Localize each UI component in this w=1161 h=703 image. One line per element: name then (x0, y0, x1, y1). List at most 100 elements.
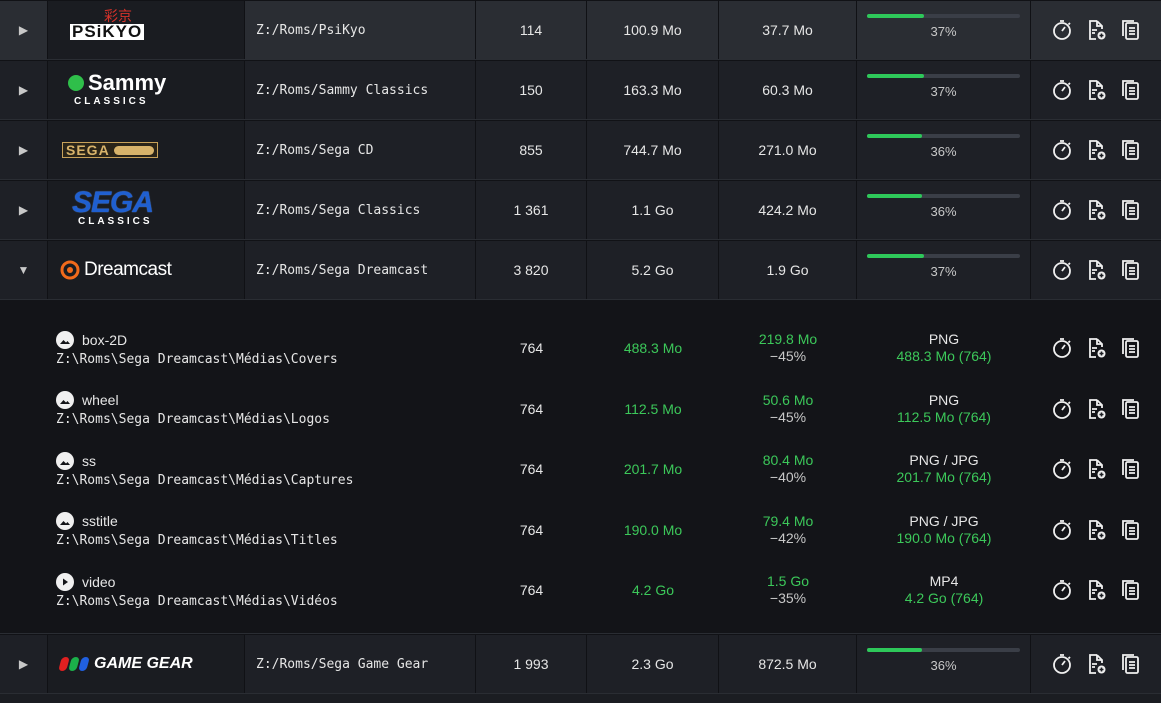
system-row-sega-classics[interactable]: ▶ SEGA CLASSICS Z:/Roms/Sega Classics 1 … (0, 180, 1161, 240)
progress-cell: 37% (857, 241, 1031, 299)
media-row[interactable]: wheel Z:\Roms\Sega Dreamcast\Médias\Logo… (0, 379, 1161, 440)
media-actions (1031, 518, 1161, 542)
compressed-size: 872.5 Mo (719, 635, 857, 693)
progress-label: 36% (930, 203, 957, 219)
expand-toggle[interactable]: ▶ (0, 635, 48, 693)
dreamcast-media-panel: box-2D Z:\Roms\Sega Dreamcast\Médias\Cov… (0, 300, 1161, 634)
file-add-icon[interactable] (1084, 397, 1108, 421)
total-size: 100.9 Mo (587, 1, 719, 59)
progress-bar (867, 133, 1020, 138)
rom-count: 114 (476, 1, 587, 59)
system-row-sega-cd[interactable]: ▶ SEGA Z:/Roms/Sega CD 855 744.7 Mo 271.… (0, 120, 1161, 180)
copy-icon[interactable] (1118, 397, 1142, 421)
media-format: PNG 488.3 Mo (764) (896, 331, 992, 365)
progress-label: 36% (930, 143, 957, 159)
row-actions (1031, 121, 1161, 179)
expand-toggle[interactable]: ▶ (0, 181, 48, 239)
media-compressed: 219.8 Mo −45% (758, 331, 818, 365)
expand-toggle[interactable]: ▼ (0, 241, 48, 299)
system-logo-cell: SEGA (48, 121, 245, 179)
system-row-dreamcast[interactable]: ▼ Dreamcast Z:/Roms/Sega Dreamcast 3 820… (0, 240, 1161, 300)
progress-label: 37% (930, 263, 957, 279)
timer-icon[interactable] (1050, 336, 1074, 360)
media-size: 201.7 Mo (623, 461, 683, 478)
copy-icon[interactable] (1118, 78, 1142, 102)
media-label: sstitle (82, 513, 118, 530)
media-name-cell: video Z:\Roms\Sega Dreamcast\Médias\Vidé… (0, 572, 476, 609)
media-format: PNG / JPG 201.7 Mo (764) (896, 452, 992, 486)
media-count: 764 (519, 582, 544, 599)
media-size: 488.3 Mo (623, 340, 683, 357)
media-row[interactable]: ss Z:\Roms\Sega Dreamcast\Médias\Capture… (0, 439, 1161, 500)
timer-icon[interactable] (1050, 397, 1074, 421)
timer-icon[interactable] (1050, 18, 1074, 42)
dreamcast-logo: Dreamcast (58, 250, 172, 290)
timer-icon[interactable] (1050, 78, 1074, 102)
media-label: video (82, 573, 116, 590)
copy-icon[interactable] (1118, 578, 1142, 602)
compressed-size: 271.0 Mo (719, 121, 857, 179)
file-add-icon[interactable] (1084, 78, 1108, 102)
image-icon (56, 330, 74, 349)
file-add-icon[interactable] (1084, 138, 1108, 162)
row-actions (1031, 61, 1161, 119)
compressed-size: 60.3 Mo (719, 61, 857, 119)
system-row-sammy[interactable]: ▶ Sammy CLASSICS Z:/Roms/Sammy Classics … (0, 60, 1161, 120)
media-path: Z:\Roms\Sega Dreamcast\Médias\Vidéos (56, 593, 338, 609)
timer-icon[interactable] (1050, 578, 1074, 602)
progress-bar (867, 647, 1020, 652)
row-actions (1031, 241, 1161, 299)
media-row[interactable]: sstitle Z:\Roms\Sega Dreamcast\Médias\Ti… (0, 500, 1161, 561)
copy-icon[interactable] (1118, 18, 1142, 42)
copy-icon[interactable] (1118, 258, 1142, 282)
timer-icon[interactable] (1050, 258, 1074, 282)
expand-toggle[interactable]: ▶ (0, 61, 48, 119)
file-add-icon[interactable] (1084, 198, 1108, 222)
copy-icon[interactable] (1118, 198, 1142, 222)
copy-icon[interactable] (1118, 457, 1142, 481)
file-add-icon[interactable] (1084, 578, 1108, 602)
rom-count: 150 (476, 61, 587, 119)
media-label: wheel (82, 392, 119, 409)
row-actions (1031, 1, 1161, 59)
media-compressed: 50.6 Mo −45% (762, 391, 814, 425)
media-size: 190.0 Mo (623, 521, 683, 538)
system-logo-cell: 彩京 PSiKYO (48, 1, 245, 59)
file-add-icon[interactable] (1084, 336, 1108, 360)
file-add-icon[interactable] (1084, 18, 1108, 42)
file-add-icon[interactable] (1084, 258, 1108, 282)
media-row[interactable]: video Z:\Roms\Sega Dreamcast\Médias\Vidé… (0, 560, 1161, 621)
timer-icon[interactable] (1050, 652, 1074, 676)
expand-toggle[interactable]: ▶ (0, 1, 48, 59)
copy-icon[interactable] (1118, 336, 1142, 360)
copy-icon[interactable] (1118, 518, 1142, 542)
copy-icon[interactable] (1118, 652, 1142, 676)
system-logo-cell: Sammy CLASSICS (48, 61, 245, 119)
timer-icon[interactable] (1050, 198, 1074, 222)
system-row-psikyo[interactable]: ▶ 彩京 PSiKYO Z:/Roms/PsiKyo 114 100.9 Mo … (0, 0, 1161, 60)
file-add-icon[interactable] (1084, 652, 1108, 676)
timer-icon[interactable] (1050, 518, 1074, 542)
timer-icon[interactable] (1050, 138, 1074, 162)
file-add-icon[interactable] (1084, 518, 1108, 542)
progress-bar (867, 13, 1020, 18)
progress-cell: 37% (857, 1, 1031, 59)
file-add-icon[interactable] (1084, 457, 1108, 481)
progress-bar (867, 73, 1020, 78)
row-actions (1031, 635, 1161, 693)
copy-icon[interactable] (1118, 138, 1142, 162)
system-logo-cell: Dreamcast (48, 241, 245, 299)
rom-count: 855 (476, 121, 587, 179)
expand-toggle[interactable]: ▶ (0, 121, 48, 179)
media-name-cell: wheel Z:\Roms\Sega Dreamcast\Médias\Logo… (0, 390, 476, 427)
media-compressed: 1.5 Go −35% (766, 573, 810, 607)
media-path: Z:\Roms\Sega Dreamcast\Médias\Covers (56, 351, 338, 367)
system-row-game-gear[interactable]: ▶ GAME GEAR Z:/Roms/Sega Game Gear 1 993… (0, 634, 1161, 694)
sega-cd-logo: SEGA (58, 130, 158, 170)
media-row[interactable]: box-2D Z:\Roms\Sega Dreamcast\Médias\Cov… (0, 318, 1161, 379)
timer-icon[interactable] (1050, 457, 1074, 481)
media-count: 764 (519, 461, 544, 478)
progress-cell: 36% (857, 121, 1031, 179)
system-path: Z:/Roms/Sega Dreamcast (245, 241, 476, 299)
system-logo-cell: GAME GEAR (48, 635, 245, 693)
